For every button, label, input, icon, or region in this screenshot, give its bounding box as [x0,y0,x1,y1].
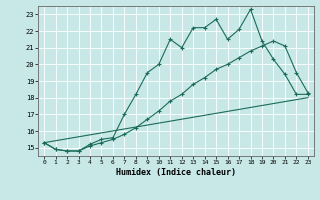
X-axis label: Humidex (Indice chaleur): Humidex (Indice chaleur) [116,168,236,177]
